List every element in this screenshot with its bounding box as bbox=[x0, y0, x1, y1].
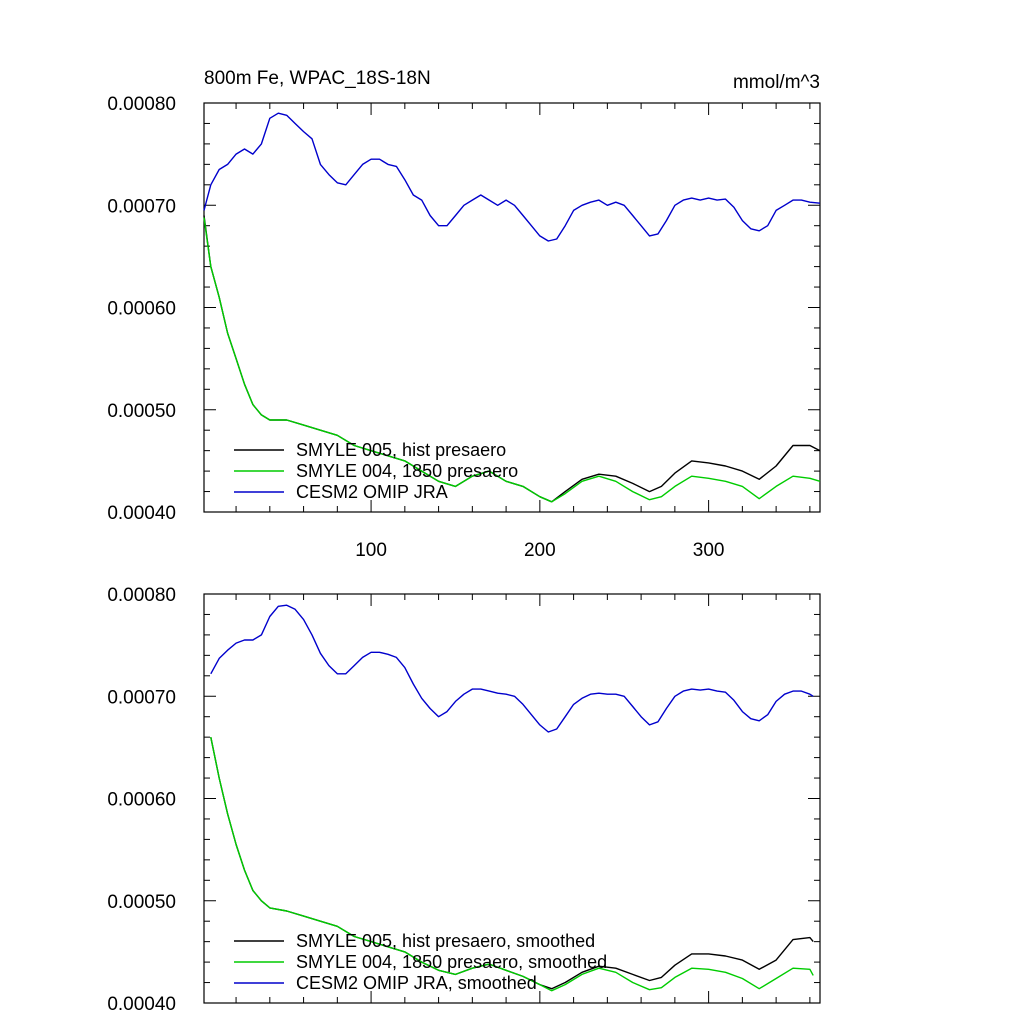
y-tick-label: 0.00080 bbox=[107, 94, 176, 115]
y-tick-label: 0.00070 bbox=[107, 687, 176, 708]
y-tick-label: 0.00060 bbox=[107, 299, 176, 320]
tick-marks bbox=[204, 593, 820, 1004]
y-tick-label: 0.00040 bbox=[107, 503, 176, 524]
y-tick-label: 0.00060 bbox=[107, 790, 176, 811]
tick-marks bbox=[204, 102, 820, 513]
chart-title: 800m Fe, WPAC_18S-18N bbox=[204, 68, 431, 89]
series-lines bbox=[210, 604, 814, 992]
x-tick-label: 100 bbox=[355, 540, 387, 561]
x-tick-label: 200 bbox=[524, 540, 556, 561]
legend-label: SMYLE 004, 1850 presaero, smoothed bbox=[296, 952, 607, 972]
legend-label: SMYLE 004, 1850 presaero bbox=[296, 461, 518, 481]
y-tick-label: 0.00050 bbox=[107, 892, 176, 913]
bottom-panel: 0.00040 0.00050 0.00060 0.00070 0.00080 SMYL… bbox=[107, 585, 821, 1015]
y-tick-label: 0.00050 bbox=[107, 401, 176, 422]
units-label: mmol/m^3 bbox=[733, 72, 820, 93]
y-tick-label: 0.00070 bbox=[107, 196, 176, 217]
series-line-2 bbox=[210, 604, 814, 733]
series-line-1 bbox=[203, 217, 821, 503]
series-lines bbox=[203, 112, 821, 503]
series-line-2 bbox=[203, 112, 821, 242]
top-panel: 800m Fe, WPAC_18S-18N mmol/m^3 0.000400.… bbox=[107, 68, 821, 561]
tick-labels: 0.00040 0.00050 0.00060 0.00070 0.00080 bbox=[107, 585, 176, 1015]
legend-label: CESM2 OMIP JRA, smoothed bbox=[296, 973, 537, 993]
legend: SMYLE 005, hist presaero, smoothedSMYLE … bbox=[234, 931, 607, 993]
series-line-1 bbox=[210, 737, 814, 992]
legend-label: SMYLE 005, hist presaero bbox=[296, 440, 506, 460]
x-tick-label: 300 bbox=[693, 540, 725, 561]
legend-label: CESM2 OMIP JRA bbox=[296, 482, 448, 502]
y-tick-label: 0.00040 bbox=[107, 994, 176, 1015]
y-tick-label: 0.00080 bbox=[107, 585, 176, 606]
tick-labels: 0.00040 0.00050 0.00060 0.00070 0.00080 100 20… bbox=[107, 94, 724, 561]
legend-label: SMYLE 005, hist presaero, smoothed bbox=[296, 931, 595, 951]
